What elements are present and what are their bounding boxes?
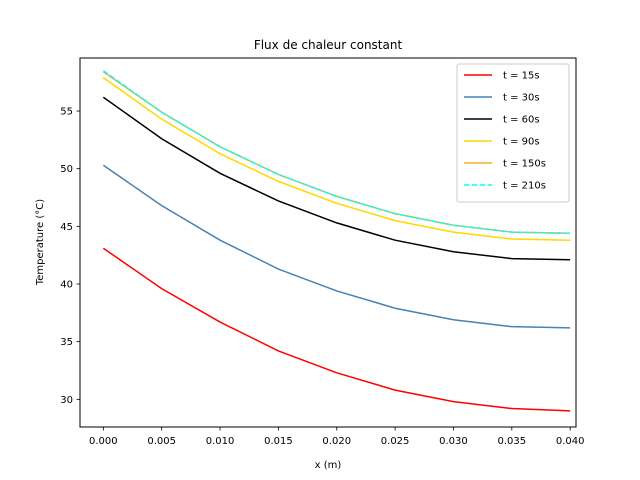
- series-line-3: [102, 96, 571, 261]
- legend-label: t = 15s: [503, 71, 540, 82]
- legend: t = 15s t = 30s t = 60s t = 90s t = 150s t = …: [456, 63, 570, 203]
- x-tick-label: 0.010: [206, 436, 235, 447]
- legend-box: [456, 63, 570, 203]
- series-line-5: [102, 71, 571, 235]
- y-tick-label: 50: [60, 164, 73, 175]
- x-tick-label: 0.000: [89, 436, 118, 447]
- x-tick-label: 0.015: [264, 436, 293, 447]
- x-tick-label: 0.005: [147, 436, 176, 447]
- legend-label: t = 90s: [503, 137, 540, 148]
- y-axis-label: Temperature (°C): [35, 199, 46, 286]
- y-tick-label: 40: [60, 280, 73, 291]
- y-tick-label: 55: [60, 107, 73, 118]
- x-axis: 0.000 0.005 0.010 0.015 0.020 0.025 0.030 0.035…: [89, 427, 584, 447]
- legend-label: t = 30s: [503, 93, 540, 104]
- legend-label: t = 210s: [503, 181, 546, 192]
- plot-area: [102, 70, 571, 412]
- plot-frame: [79, 57, 577, 428]
- x-tick-label: 0.030: [439, 436, 468, 447]
- x-tick-label: 0.040: [556, 436, 585, 447]
- x-tick-label: 0.020: [322, 436, 351, 447]
- legend-label: t = 150s: [503, 159, 546, 170]
- y-axis: 30 35 40 45 50 55: [60, 107, 80, 406]
- y-tick-label: 35: [60, 337, 73, 348]
- legend-label: t = 60s: [503, 115, 540, 126]
- x-tick-label: 0.035: [497, 436, 526, 447]
- series-line-2: [102, 164, 571, 329]
- y-tick-label: 45: [60, 222, 73, 233]
- y-tick-label: 30: [60, 395, 73, 406]
- series-line-4: [102, 76, 571, 241]
- series-line-1: [102, 247, 571, 412]
- x-axis-label: x (m): [315, 460, 342, 471]
- chart-title: Flux de chaleur constant: [254, 38, 403, 52]
- x-tick-label: 0.025: [381, 436, 410, 447]
